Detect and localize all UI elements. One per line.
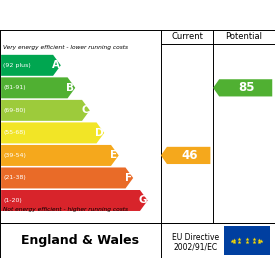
Text: Current: Current [171,33,203,42]
Polygon shape [213,79,272,96]
Text: Not energy efficient - higher running costs: Not energy efficient - higher running co… [3,207,128,212]
Polygon shape [1,77,75,98]
Bar [224,226,270,255]
Text: Energy Efficiency Rating: Energy Efficiency Rating [8,8,192,21]
Text: (81-91): (81-91) [3,85,26,90]
Text: D: D [95,128,103,138]
Text: Potential: Potential [226,33,263,42]
Text: (1-20): (1-20) [3,198,22,203]
Polygon shape [1,190,148,211]
Text: 2002/91/EC: 2002/91/EC [173,242,217,251]
Polygon shape [1,167,133,188]
Text: F: F [125,173,132,183]
Text: EU Directive: EU Directive [172,233,219,242]
Text: (92 plus): (92 plus) [3,63,31,68]
Text: E: E [111,150,118,160]
Text: A: A [52,60,60,70]
Text: (21-38): (21-38) [3,175,26,180]
Text: (55-68): (55-68) [3,130,26,135]
Text: England & Wales: England & Wales [21,234,139,247]
Polygon shape [161,147,210,164]
Polygon shape [1,55,61,76]
Polygon shape [1,122,104,143]
Text: (69-80): (69-80) [3,108,26,113]
Text: Very energy efficient - lower running costs: Very energy efficient - lower running co… [3,45,128,50]
Text: 46: 46 [182,149,198,162]
Text: B: B [66,83,74,93]
Polygon shape [1,145,119,166]
Text: (39-54): (39-54) [3,153,26,158]
Text: C: C [81,105,89,115]
Polygon shape [1,100,90,121]
Text: G: G [138,196,147,205]
Text: 85: 85 [239,81,255,94]
